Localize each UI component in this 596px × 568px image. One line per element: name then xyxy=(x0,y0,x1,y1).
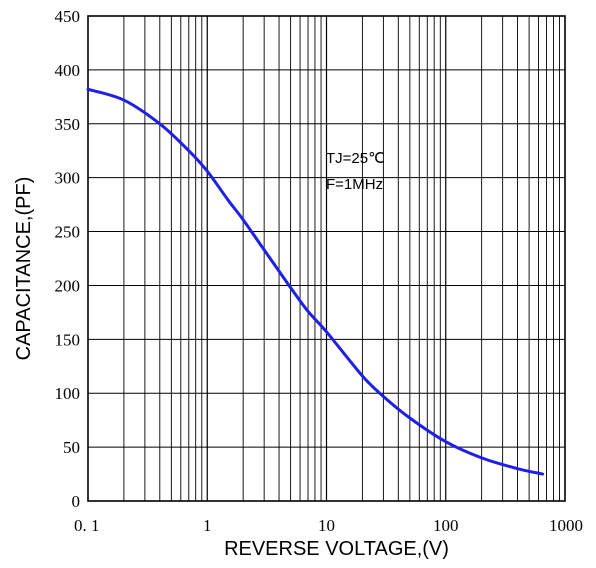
x-tick-label: 0. 1 xyxy=(74,516,100,535)
x-tick-label: 100 xyxy=(433,516,459,535)
x-tick-label: 10 xyxy=(318,516,335,535)
y-tick-label: 450 xyxy=(55,7,81,26)
x-tick-label: 1 xyxy=(203,516,212,535)
x-axis-label: REVERSE VOLTAGE,(V) xyxy=(224,538,449,560)
y-tick-label: 150 xyxy=(55,330,81,349)
y-tick-label: 0 xyxy=(72,492,81,511)
grid xyxy=(88,16,565,501)
x-tick-label: 1000 xyxy=(549,516,583,535)
y-tick-label: 200 xyxy=(55,276,81,295)
axis-labels: REVERSE VOLTAGE,(V) CAPACITANCE,(PF) xyxy=(13,177,449,560)
plot-frame xyxy=(87,15,566,502)
annotation-temperature: TJ=25℃ xyxy=(326,150,385,167)
y-tick-label: 250 xyxy=(55,223,81,242)
series-layer xyxy=(86,87,545,476)
annotation-frequency: F=1MHz xyxy=(326,176,383,193)
tick-labels: 0 50 100 150 200 250 300 350 400 450 0. 1 1 10 100 100… xyxy=(55,7,584,535)
y-tick-label: 50 xyxy=(63,438,80,457)
y-tick-label: 350 xyxy=(55,115,81,134)
capacitance-curve xyxy=(86,87,545,476)
y-axis-label: CAPACITANCE,(PF) xyxy=(13,177,35,361)
y-tick-label: 100 xyxy=(55,384,81,403)
y-tick-label: 400 xyxy=(55,61,81,80)
plot-border xyxy=(87,15,566,502)
y-tick-label: 300 xyxy=(55,169,81,188)
annotations: TJ=25℃ F=1MHz xyxy=(326,150,385,193)
